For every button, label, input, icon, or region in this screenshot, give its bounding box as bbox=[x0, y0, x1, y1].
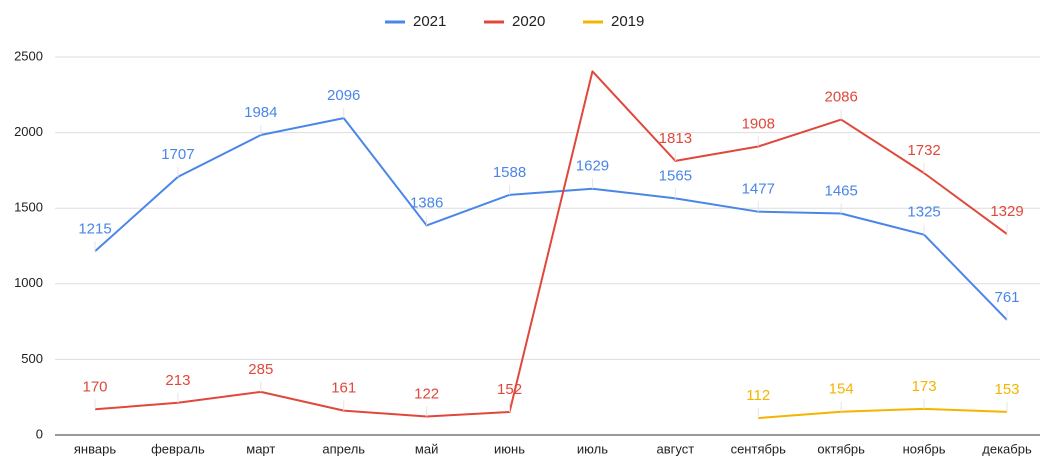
x-tick-label: апрель bbox=[322, 441, 365, 456]
data-label: 1329 bbox=[990, 203, 1023, 220]
data-label: 1325 bbox=[907, 204, 940, 221]
data-label: 122 bbox=[414, 386, 439, 403]
data-label: 285 bbox=[248, 361, 273, 378]
data-label: 170 bbox=[82, 378, 107, 395]
data-label: 761 bbox=[994, 289, 1019, 306]
data-label: 152 bbox=[497, 381, 522, 398]
data-label: 2086 bbox=[824, 89, 857, 106]
x-tick-label: март bbox=[246, 441, 275, 456]
data-label: 173 bbox=[912, 378, 937, 395]
x-tick-label: июль bbox=[577, 441, 608, 456]
x-tick-label: февраль bbox=[151, 441, 205, 456]
data-label: 1215 bbox=[78, 220, 111, 237]
data-label: 154 bbox=[829, 381, 854, 398]
data-label: 112 bbox=[746, 387, 770, 404]
y-tick-label: 2500 bbox=[14, 48, 43, 63]
data-label: 1477 bbox=[742, 181, 775, 198]
data-label: 1465 bbox=[824, 182, 857, 199]
x-tick-label: май bbox=[415, 441, 438, 456]
data-label: 2096 bbox=[327, 87, 360, 104]
series-line bbox=[758, 407, 1008, 420]
series-line bbox=[94, 117, 1008, 321]
legend-label: 2020 bbox=[512, 13, 545, 30]
x-tick-label: сентябрь bbox=[731, 441, 787, 456]
data-label: 161 bbox=[331, 380, 356, 397]
legend-label: 2019 bbox=[611, 13, 644, 30]
data-label: 213 bbox=[165, 372, 190, 389]
data-label: 153 bbox=[994, 381, 1019, 398]
y-tick-label: 500 bbox=[21, 351, 43, 366]
y-tick-label: 1500 bbox=[14, 200, 43, 215]
x-tick-label: август bbox=[657, 441, 695, 456]
data-label: 1908 bbox=[742, 115, 775, 132]
y-tick-label: 1000 bbox=[14, 275, 43, 290]
data-label: 1565 bbox=[659, 167, 692, 184]
y-tick-label: 0 bbox=[36, 426, 43, 441]
data-label: 1386 bbox=[410, 194, 443, 211]
x-tick-label: декабрь bbox=[982, 441, 1032, 456]
legend-label: 2021 bbox=[413, 13, 446, 30]
series-line bbox=[94, 70, 1008, 418]
data-label: 1984 bbox=[244, 104, 277, 121]
x-tick-label: январь bbox=[74, 441, 116, 456]
data-label: 1732 bbox=[907, 142, 940, 159]
data-label: 1813 bbox=[659, 130, 692, 147]
x-tick-label: ноябрь bbox=[903, 441, 946, 456]
data-label: 1588 bbox=[493, 164, 526, 181]
y-tick-label: 2000 bbox=[14, 124, 43, 139]
x-tick-label: июнь bbox=[494, 441, 525, 456]
x-tick-label: октябрь bbox=[817, 441, 865, 456]
data-label: 1707 bbox=[161, 146, 194, 163]
data-label: 1629 bbox=[576, 158, 609, 175]
